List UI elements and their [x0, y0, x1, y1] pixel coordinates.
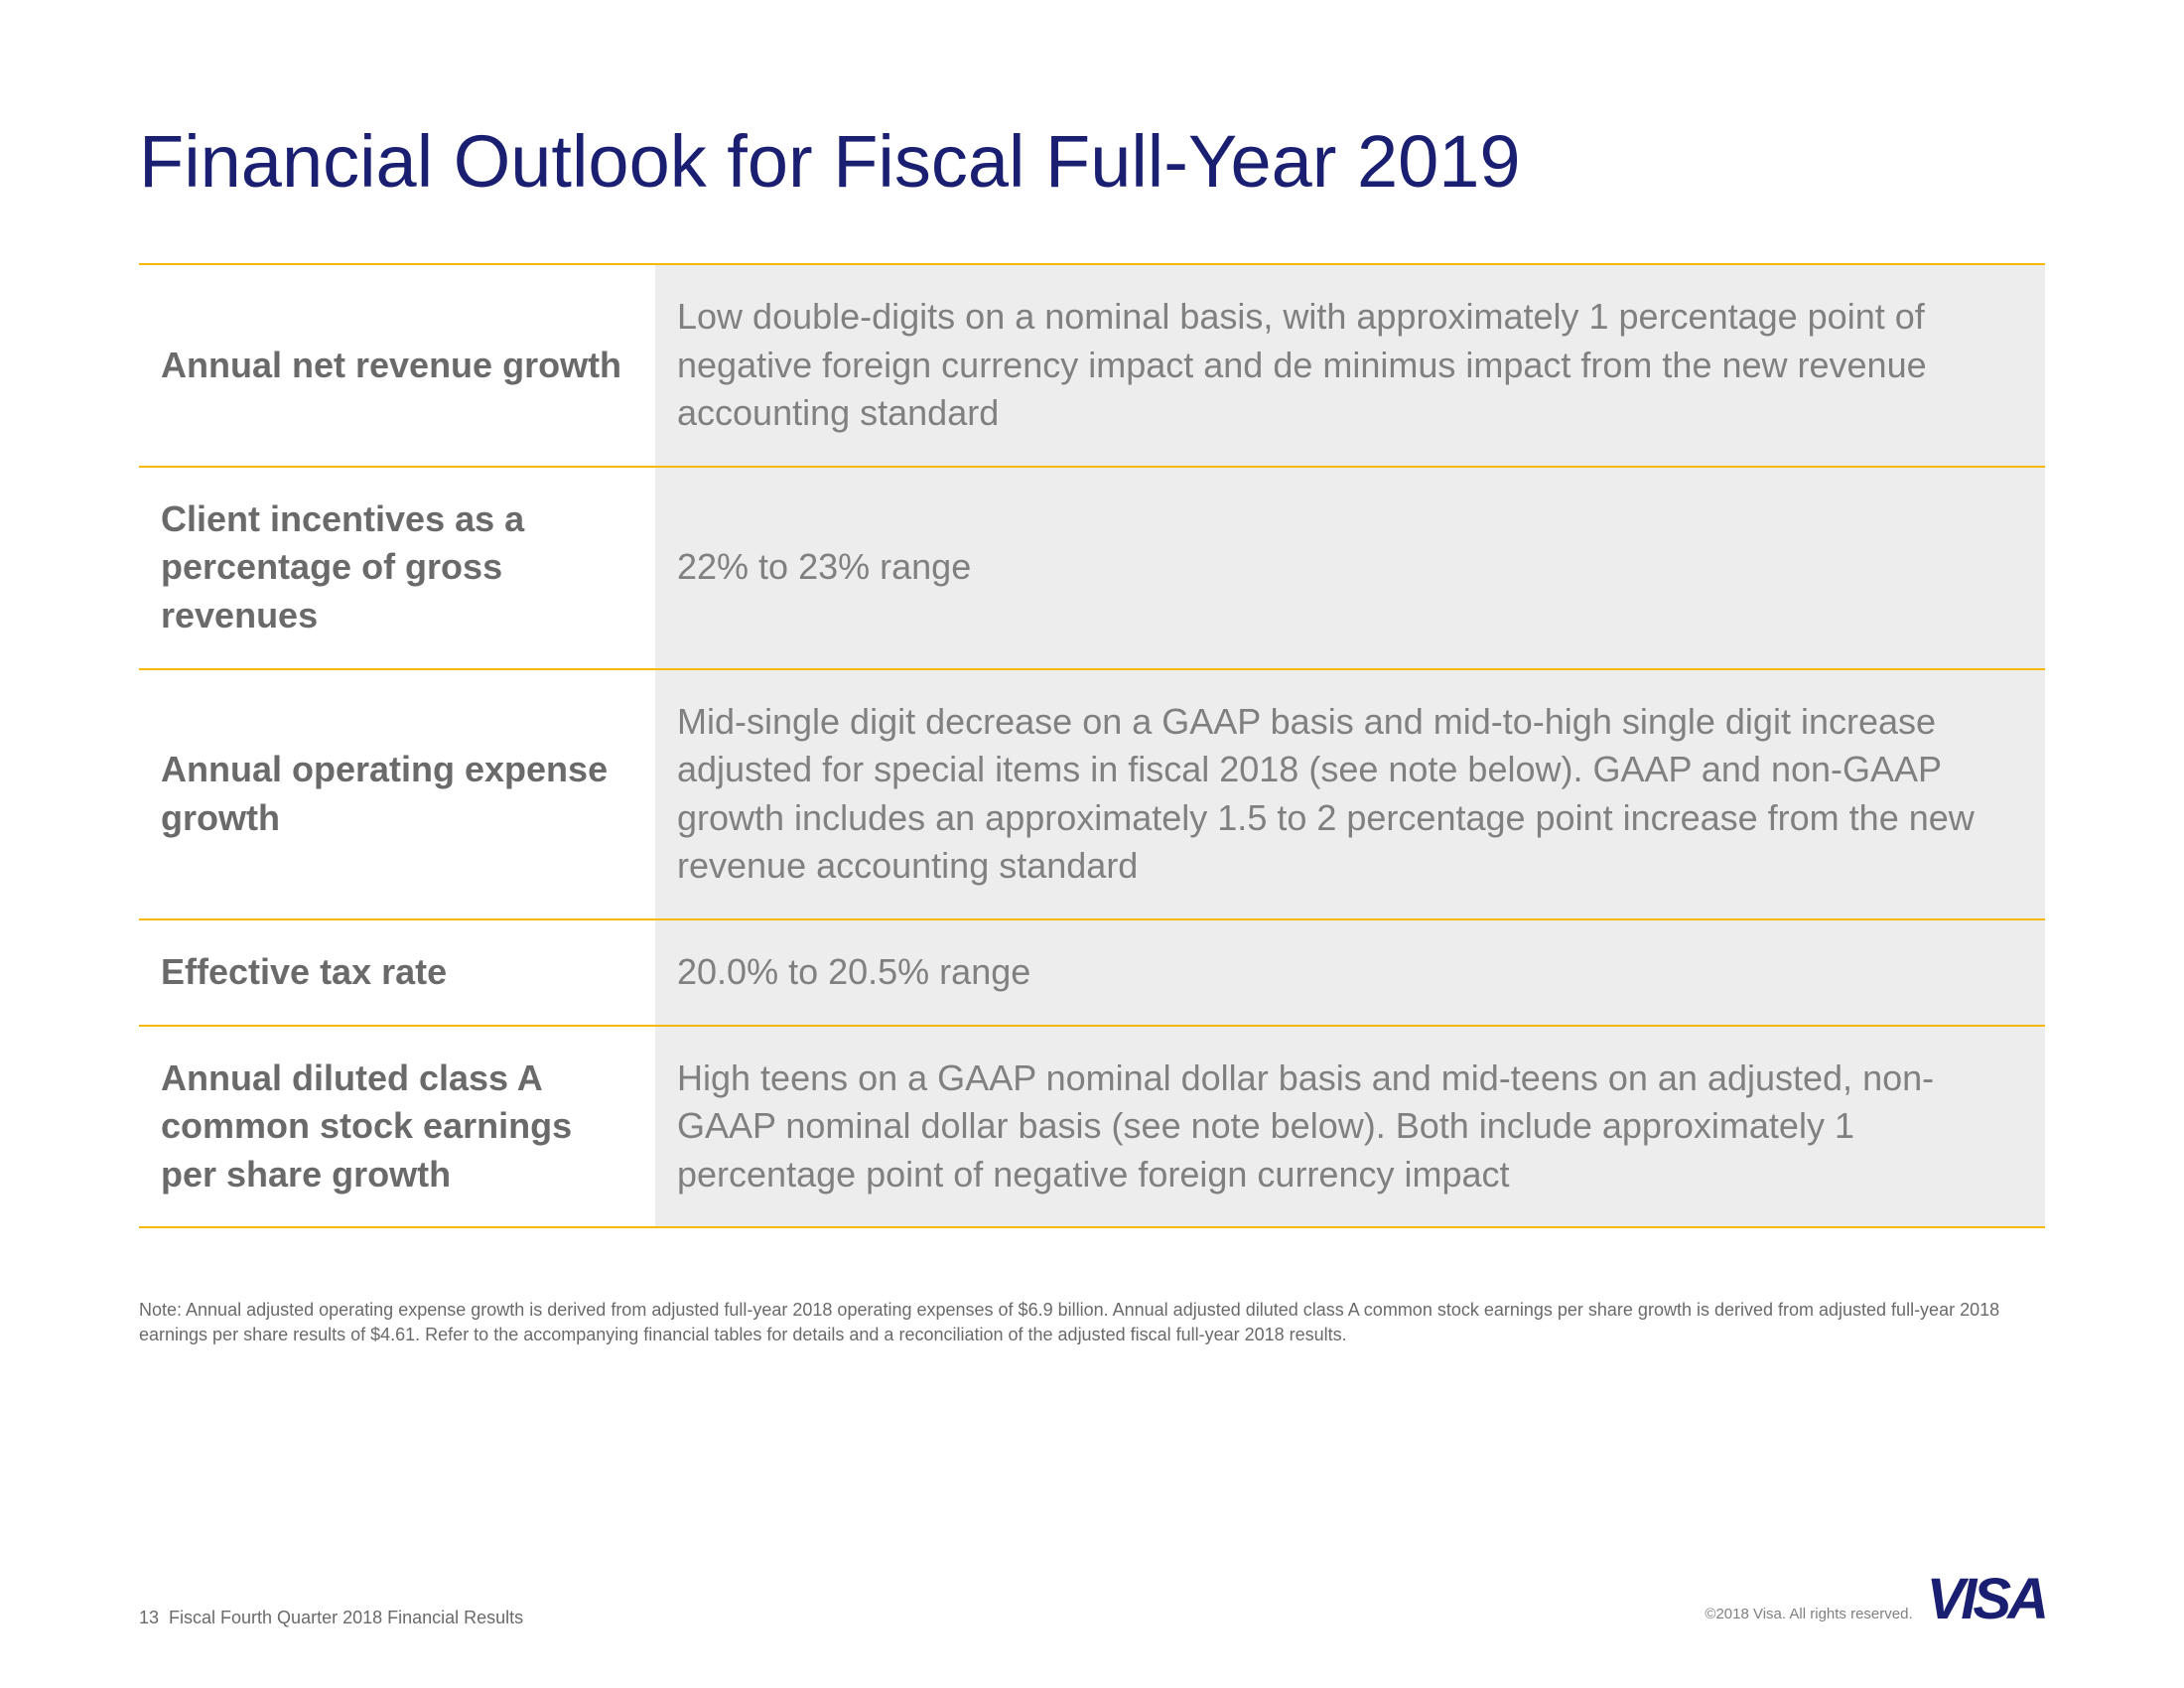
page-number: 13	[139, 1608, 159, 1628]
footer-left: 13 Fiscal Fourth Quarter 2018 Financial …	[139, 1608, 523, 1628]
row-label: Annual net revenue growth	[139, 264, 655, 467]
row-label: Annual diluted class A common stock earn…	[139, 1026, 655, 1228]
copyright: ©2018 Visa. All rights reserved.	[1705, 1606, 1912, 1628]
table-row: Annual diluted class A common stock earn…	[139, 1026, 2045, 1228]
footer-right: ©2018 Visa. All rights reserved. VISA	[1705, 1571, 2045, 1628]
row-label: Annual operating expense growth	[139, 669, 655, 919]
table-row: Annual net revenue growth Low double-dig…	[139, 264, 2045, 467]
outlook-table: Annual net revenue growth Low double-dig…	[139, 263, 2045, 1228]
row-value: Mid-single digit decrease on a GAAP basi…	[655, 669, 2045, 919]
footer: 13 Fiscal Fourth Quarter 2018 Financial …	[139, 1571, 2045, 1628]
row-value: 20.0% to 20.5% range	[655, 919, 2045, 1026]
footnote: Note: Annual adjusted operating expense …	[139, 1298, 2045, 1346]
row-value: Low double-digits on a nominal basis, wi…	[655, 264, 2045, 467]
row-value: High teens on a GAAP nominal dollar basi…	[655, 1026, 2045, 1228]
page-title: Financial Outlook for Fiscal Full-Year 2…	[139, 119, 2045, 204]
row-label: Client incentives as a percentage of gro…	[139, 467, 655, 669]
row-value: 22% to 23% range	[655, 467, 2045, 669]
doc-title: Fiscal Fourth Quarter 2018 Financial Res…	[169, 1608, 523, 1628]
table-row: Client incentives as a percentage of gro…	[139, 467, 2045, 669]
row-label: Effective tax rate	[139, 919, 655, 1026]
table-row: Annual operating expense growth Mid-sing…	[139, 669, 2045, 919]
slide: Financial Outlook for Fiscal Full-Year 2…	[0, 0, 2184, 1688]
table-row: Effective tax rate 20.0% to 20.5% range	[139, 919, 2045, 1026]
visa-logo-icon: VISA	[1927, 1571, 2045, 1628]
